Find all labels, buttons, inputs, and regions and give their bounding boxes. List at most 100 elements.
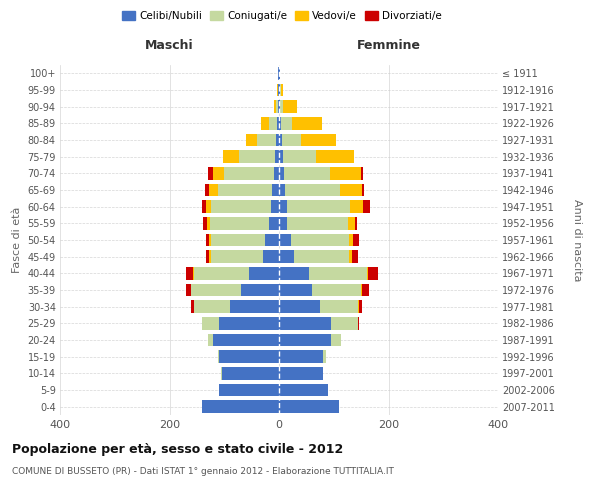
Bar <box>269 217 279 230</box>
Bar <box>208 334 214 346</box>
Bar <box>295 250 349 263</box>
Bar <box>349 234 353 246</box>
Bar <box>207 217 210 230</box>
Bar <box>276 134 279 146</box>
Bar <box>249 267 279 280</box>
Bar <box>202 317 219 330</box>
Bar <box>211 250 263 263</box>
Bar <box>224 167 274 179</box>
Bar <box>202 400 279 413</box>
Bar <box>287 217 348 230</box>
Bar <box>279 184 285 196</box>
Bar <box>194 300 230 313</box>
Bar <box>331 167 361 179</box>
Bar <box>279 234 291 246</box>
Bar <box>269 117 277 130</box>
Bar <box>208 167 214 179</box>
Bar <box>279 284 312 296</box>
Bar <box>285 184 340 196</box>
Bar <box>291 234 349 246</box>
Bar <box>350 200 364 213</box>
Bar <box>279 367 323 380</box>
Bar <box>364 200 370 213</box>
Bar <box>209 234 211 246</box>
Bar <box>219 317 279 330</box>
Bar <box>218 350 219 363</box>
Bar <box>279 317 331 330</box>
Bar <box>367 267 368 280</box>
Text: Popolazione per età, sesso e stato civile - 2012: Popolazione per età, sesso e stato civil… <box>12 442 343 456</box>
Bar <box>219 350 279 363</box>
Bar <box>274 167 279 179</box>
Bar <box>191 284 241 296</box>
Bar <box>278 100 279 113</box>
Bar <box>279 250 295 263</box>
Bar <box>261 117 269 130</box>
Bar <box>187 284 191 296</box>
Bar <box>362 184 364 196</box>
Bar <box>279 84 280 96</box>
Bar <box>279 200 287 213</box>
Bar <box>221 367 279 380</box>
Bar <box>279 400 339 413</box>
Bar <box>206 234 209 246</box>
Bar <box>246 134 257 146</box>
Bar <box>352 250 358 263</box>
Text: Maschi: Maschi <box>145 38 194 52</box>
Bar <box>206 200 211 213</box>
Bar <box>194 267 249 280</box>
Bar <box>279 384 328 396</box>
Bar <box>265 234 279 246</box>
Bar <box>331 317 358 330</box>
Bar <box>214 167 224 179</box>
Y-axis label: Fasce di età: Fasce di età <box>12 207 22 273</box>
Bar <box>211 234 265 246</box>
Bar <box>279 167 284 179</box>
Bar <box>355 217 357 230</box>
Bar <box>218 184 272 196</box>
Bar <box>191 300 194 313</box>
Bar <box>362 284 369 296</box>
Bar <box>359 300 362 313</box>
Bar <box>219 384 279 396</box>
Bar <box>309 267 367 280</box>
Bar <box>276 100 278 113</box>
Bar <box>209 184 218 196</box>
Bar <box>292 117 322 130</box>
Bar <box>272 184 279 196</box>
Bar <box>279 150 283 163</box>
Bar <box>279 134 282 146</box>
Bar <box>323 350 326 363</box>
Bar <box>277 117 279 130</box>
Bar <box>211 200 271 213</box>
Bar <box>206 250 209 263</box>
Bar <box>320 300 358 313</box>
Bar <box>223 150 239 163</box>
Bar <box>214 334 279 346</box>
Legend: Celibi/Nubili, Coniugati/e, Vedovi/e, Divorziati/e: Celibi/Nubili, Coniugati/e, Vedovi/e, Di… <box>119 8 445 24</box>
Bar <box>340 184 362 196</box>
Bar <box>279 300 320 313</box>
Bar <box>284 167 331 179</box>
Bar <box>283 100 296 113</box>
Bar <box>271 200 279 213</box>
Bar <box>279 100 280 113</box>
Bar <box>239 150 275 163</box>
Bar <box>353 234 359 246</box>
Bar <box>312 284 361 296</box>
Bar <box>279 334 331 346</box>
Bar <box>279 350 323 363</box>
Bar <box>348 217 355 230</box>
Bar <box>331 334 341 346</box>
Bar <box>241 284 279 296</box>
Bar <box>280 100 283 113</box>
Bar <box>281 117 292 130</box>
Text: Femmine: Femmine <box>356 38 421 52</box>
Bar <box>368 267 378 280</box>
Bar <box>209 250 211 263</box>
Bar <box>301 134 337 146</box>
Bar <box>279 217 287 230</box>
Bar <box>279 117 281 130</box>
Bar <box>210 217 269 230</box>
Y-axis label: Anni di nascita: Anni di nascita <box>572 198 582 281</box>
